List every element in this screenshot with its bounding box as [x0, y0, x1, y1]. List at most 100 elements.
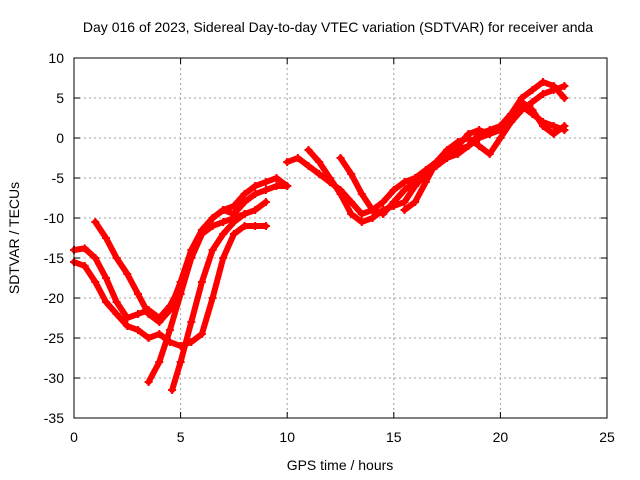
data-point — [549, 122, 558, 130]
data-point — [347, 170, 356, 178]
data-point — [229, 202, 238, 210]
data-point — [155, 318, 164, 326]
data-point — [528, 106, 537, 114]
data-point — [155, 358, 164, 366]
x-axis-label: GPS time / hours — [287, 457, 394, 473]
y-tick-label: -35 — [44, 410, 64, 426]
data-point — [485, 150, 494, 158]
series-trace — [401, 99, 568, 213]
data-point — [411, 198, 420, 206]
data-point — [176, 290, 185, 298]
series-trace — [169, 211, 248, 393]
series-trace — [337, 103, 568, 217]
data-point — [208, 214, 217, 222]
y-tick-label: -20 — [44, 290, 64, 306]
data-point — [102, 234, 110, 242]
data-point — [315, 158, 324, 166]
data-point — [134, 290, 142, 298]
data-point — [453, 138, 462, 146]
data-point — [496, 122, 505, 130]
data-point — [123, 322, 132, 330]
data-point — [144, 378, 153, 386]
data-point — [507, 118, 516, 126]
data-point — [80, 262, 89, 270]
data-point — [197, 330, 206, 338]
data-point — [102, 298, 110, 306]
data-point — [240, 198, 249, 206]
data-series — [91, 174, 292, 326]
data-point — [219, 230, 228, 238]
data-point — [379, 210, 388, 218]
y-tick-label: -15 — [44, 250, 64, 266]
grid — [74, 58, 607, 418]
data-point — [197, 278, 206, 286]
data-point — [144, 334, 153, 342]
data-point — [261, 198, 270, 206]
data-point — [400, 206, 409, 214]
data-point — [336, 154, 345, 162]
x-tick-label: 25 — [599, 429, 615, 445]
data-point — [251, 206, 260, 214]
data-point — [453, 150, 462, 158]
data-point — [475, 126, 484, 134]
data-point — [112, 254, 121, 262]
data-point — [411, 178, 420, 186]
data-point — [240, 222, 249, 230]
data-point — [421, 178, 430, 186]
data-point — [187, 254, 196, 262]
data-point — [325, 174, 334, 182]
y-tick-label: 10 — [48, 50, 64, 66]
data-point — [80, 244, 89, 253]
data-series — [336, 102, 569, 218]
data-point — [560, 122, 569, 130]
data-point — [91, 254, 100, 262]
data-point — [432, 158, 441, 166]
data-point — [102, 274, 110, 282]
data-point — [283, 182, 292, 190]
data-point — [112, 298, 121, 306]
data-point — [400, 198, 409, 206]
data-point — [155, 330, 164, 338]
data-point — [165, 326, 174, 334]
data-point — [91, 278, 100, 286]
data-point — [144, 310, 153, 318]
x-tick-label: 10 — [279, 429, 295, 445]
data-point — [240, 210, 249, 218]
data-point — [176, 358, 185, 366]
data-point — [560, 82, 569, 90]
data-point — [112, 310, 121, 318]
data-point — [197, 230, 206, 238]
data-point — [315, 170, 324, 178]
y-tick-label: -25 — [44, 330, 64, 346]
data-point — [389, 198, 398, 206]
data-point — [219, 254, 228, 262]
data-point — [91, 218, 100, 226]
data-point — [229, 230, 238, 238]
data-point — [347, 210, 356, 218]
data-point — [517, 98, 526, 106]
y-tick-label: -10 — [44, 210, 64, 226]
data-point — [208, 246, 217, 254]
data-point — [165, 306, 174, 314]
data-point — [549, 130, 558, 138]
data-point — [240, 190, 249, 198]
data-point — [464, 142, 473, 150]
data-point — [208, 222, 217, 230]
data-point — [208, 294, 217, 302]
data-series — [70, 222, 270, 350]
data-point — [134, 326, 142, 334]
y-tick-label: 5 — [56, 90, 64, 106]
data-point — [229, 218, 238, 226]
data-point — [357, 190, 366, 198]
data-point — [251, 182, 260, 190]
data-point — [379, 198, 388, 206]
x-tick-label: 15 — [386, 429, 402, 445]
data-point — [347, 198, 356, 206]
y-tick-label: 0 — [56, 130, 64, 146]
data-point — [123, 314, 132, 322]
data-point — [475, 142, 484, 150]
data-point — [261, 186, 270, 194]
data-point — [400, 178, 409, 186]
data-series — [400, 98, 569, 214]
